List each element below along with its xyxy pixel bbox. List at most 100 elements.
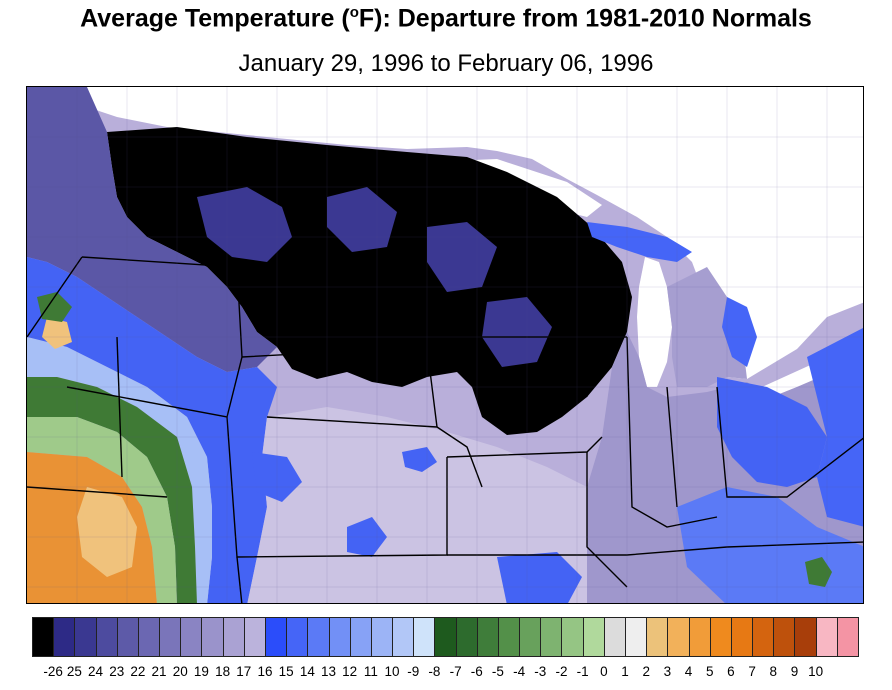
legend-swatch [561, 617, 584, 657]
blue-michigan-east [722, 297, 757, 367]
legend-swatch [646, 617, 669, 657]
color-legend [32, 617, 859, 657]
legend-tick-label: 11 [363, 664, 378, 679]
legend-tick-label: 19 [193, 664, 209, 679]
legend-swatch [349, 617, 372, 657]
legend-swatch [455, 617, 478, 657]
temperature-map [26, 86, 864, 604]
legend-tick-label: 8 [769, 664, 778, 679]
orange-light-sw [77, 487, 137, 577]
legend-swatch [264, 617, 288, 657]
legend-tick-label: 4 [684, 664, 693, 679]
legend-tick-label: 15 [278, 664, 294, 679]
blue-region-ohio [717, 377, 827, 487]
legend-swatch [116, 617, 139, 657]
lake-michigan [637, 257, 672, 387]
legend-swatch [603, 617, 627, 657]
light-blue-west [27, 337, 212, 603]
legend-tick-label: -6 [470, 664, 483, 679]
legend-swatch [392, 617, 415, 657]
map-subtitle: January 29, 1996 to February 06, 1996 [238, 50, 654, 77]
blue-spot-4 [252, 452, 302, 502]
county-grid [27, 87, 863, 603]
legend-tick-label: 18 [215, 664, 231, 679]
purple-patch-3 [427, 222, 497, 292]
legend-tick-label: 16 [257, 664, 273, 679]
green-band-west [27, 377, 197, 603]
legend-tick-label: -3 [534, 664, 547, 679]
legend-tick-label: -26 [43, 664, 63, 679]
map-canvas [27, 87, 863, 603]
legend-swatch [32, 617, 55, 657]
deep-purple-band-west [27, 87, 277, 372]
blue-region-wv [807, 328, 863, 527]
legend-swatch [773, 617, 796, 657]
legend-tick-label: 24 [88, 664, 104, 679]
orange-patch-nw [42, 317, 72, 349]
legend-tick-label: 23 [109, 664, 125, 679]
legend-swatch [53, 617, 76, 657]
legend-swatch [95, 617, 118, 657]
title-prefix: Average Temperature ( [80, 4, 350, 33]
legend-swatch [752, 617, 775, 657]
legend-tick-label: -1 [576, 664, 589, 679]
legend-tick-label: 20 [172, 664, 188, 679]
legend-tick-label: 7 [748, 664, 756, 679]
legend-swatch [434, 617, 457, 657]
legend-tick-label: 0 [600, 664, 608, 679]
legend-tick-label: -8 [428, 664, 441, 679]
legend-swatch [497, 617, 521, 657]
legend-tick-label: 22 [130, 664, 146, 679]
legend-swatch [730, 617, 754, 657]
legend-tick-labels: -26 25 24 23 22 21 20 19 18 17 16 15 14 13 12 11 10 -9 -8-… [32, 664, 858, 684]
state-borders [27, 176, 863, 603]
purple-patch-2 [327, 187, 397, 252]
green-patch-east [805, 557, 832, 587]
legend-swatch [815, 617, 838, 657]
legend-swatch [625, 617, 648, 657]
green-patch-nw [37, 292, 72, 322]
map-title: Average Temperature (oF): Departure from… [0, 4, 892, 33]
legend-swatch [476, 617, 499, 657]
legend-tick-label: 9 [790, 664, 799, 679]
legend-swatch [667, 617, 690, 657]
green-light-west [27, 417, 177, 603]
legend-tick-label: 14 [299, 664, 315, 679]
legend-tick-label: 3 [663, 664, 672, 679]
legend-swatch [201, 617, 224, 657]
legend-swatch [836, 617, 859, 657]
legend-swatch [688, 617, 711, 657]
legend-swatch [137, 617, 161, 657]
legend-swatch [413, 617, 436, 657]
legend-tick-label: 25 [66, 664, 82, 679]
legend-swatch [159, 617, 182, 657]
blue-spot-2 [402, 447, 437, 472]
legend-tick-label: -7 [449, 664, 462, 679]
legend-swatch [370, 617, 394, 657]
legend-swatch [794, 617, 817, 657]
legend-swatch [180, 617, 203, 657]
legend-tick-label: 13 [320, 664, 337, 679]
legend-swatch [286, 617, 309, 657]
legend-tick-label: 2 [642, 664, 650, 679]
canada-area [87, 87, 863, 379]
blue-spot-1 [347, 517, 387, 557]
legend-tick-label: -2 [555, 664, 568, 679]
purple-patch-1 [197, 187, 292, 262]
legend-swatch [243, 617, 266, 657]
legend-tick-label: 6 [727, 664, 735, 679]
blue-michigan-north [587, 222, 692, 262]
blue-band-west [27, 257, 277, 603]
legend-tick-label: 10 [384, 664, 400, 679]
legend-tick-label: 5 [705, 664, 714, 679]
legend-swatch [74, 617, 97, 657]
legend-swatch [307, 617, 330, 657]
legend-tick-label: -9 [407, 664, 420, 679]
legend-tick-label: -4 [513, 664, 526, 679]
legend-tick-label: 10 [808, 664, 824, 679]
legend-tick-label: 21 [151, 664, 167, 679]
legend-tick-label: 17 [236, 664, 252, 679]
legend-swatch [582, 617, 605, 657]
legend-swatch [709, 617, 732, 657]
legend-tick-label: 12 [342, 664, 358, 679]
